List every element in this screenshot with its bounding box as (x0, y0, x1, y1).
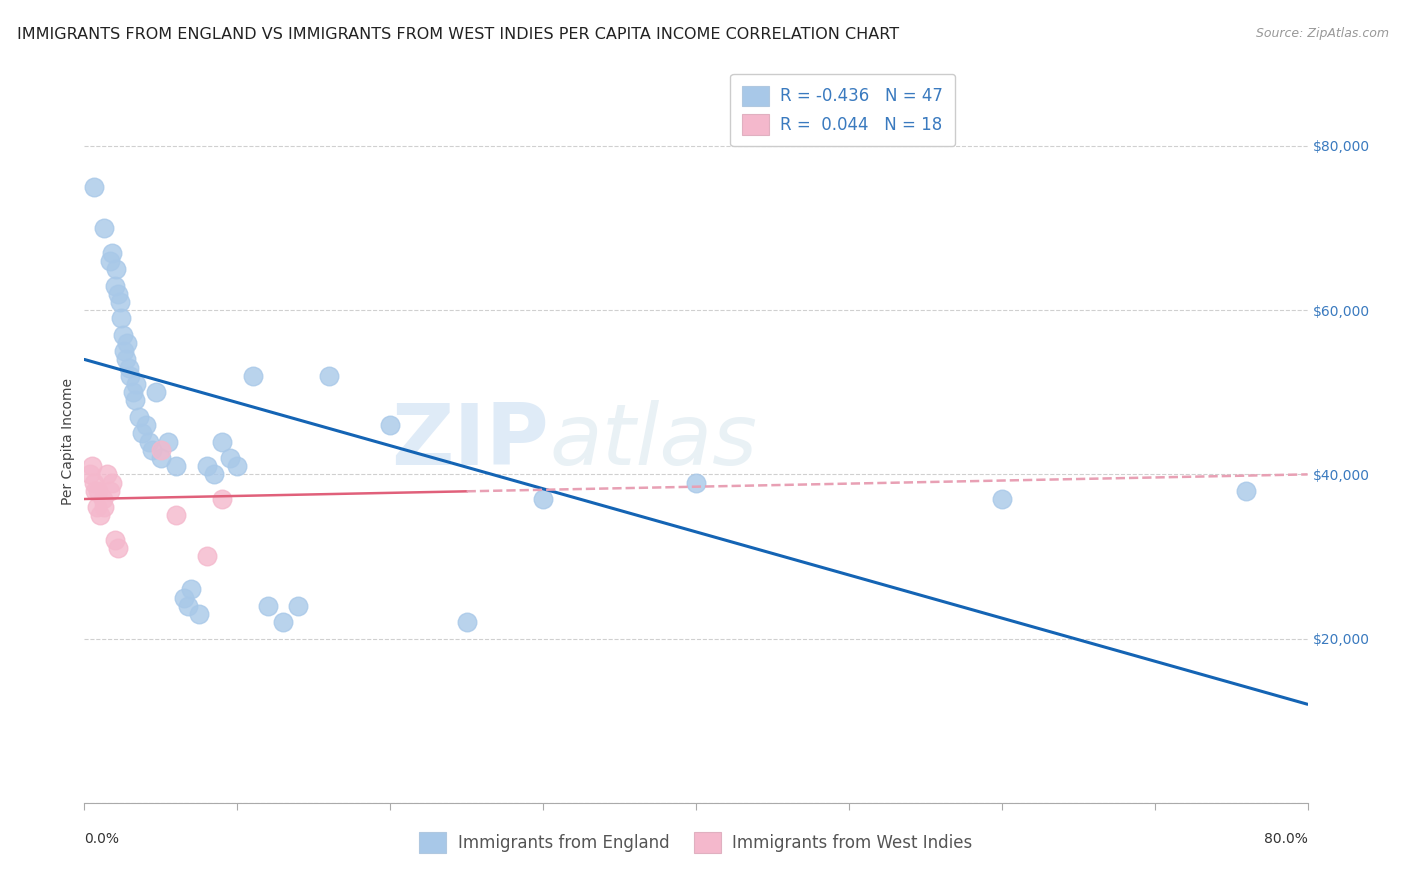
Point (141, 442, 163, 457)
Point (112, 344, 135, 359)
Text: 0.0%: 0.0% (84, 831, 120, 846)
Point (195, 549, 218, 564)
Point (685, 475, 707, 490)
Point (226, 459, 249, 474)
Point (111, 327, 134, 342)
Point (202, 467, 225, 482)
Point (135, 418, 157, 433)
Point (195, 459, 218, 474)
Point (83, 475, 105, 490)
Legend: Immigrants from England, Immigrants from West Indies: Immigrants from England, Immigrants from… (412, 826, 980, 860)
Point (108, 295, 131, 310)
Point (120, 368, 142, 383)
Point (531, 491, 554, 506)
Point (173, 591, 195, 605)
Point (165, 508, 187, 523)
Point (91, 491, 114, 506)
Point (218, 450, 240, 465)
Point (271, 615, 294, 630)
Point (79, 467, 101, 482)
Point (115, 336, 138, 351)
Point (89, 508, 111, 523)
Point (287, 599, 309, 613)
Text: IMMIGRANTS FROM ENGLAND VS IMMIGRANTS FROM WEST INDIES PER CAPITA INCOME CORRELA: IMMIGRANTS FROM ENGLAND VS IMMIGRANTS FR… (17, 27, 898, 42)
Y-axis label: Per Capita Income: Per Capita Income (62, 378, 76, 505)
Point (257, 599, 280, 613)
Point (1236, 483, 1258, 498)
Point (456, 615, 478, 630)
Point (93, 221, 115, 235)
Point (110, 311, 132, 326)
Point (188, 607, 211, 621)
Point (157, 434, 180, 449)
Point (107, 541, 129, 556)
Point (83, 180, 105, 194)
Text: 80.0%: 80.0% (1264, 831, 1308, 846)
Point (149, 450, 172, 465)
Point (211, 491, 233, 506)
Point (101, 245, 124, 260)
Point (991, 491, 1014, 506)
Point (149, 442, 172, 457)
Point (101, 475, 124, 490)
Point (98, 253, 121, 268)
Text: ZIP: ZIP (391, 400, 550, 483)
Point (107, 286, 129, 301)
Point (84, 483, 107, 498)
Point (145, 385, 167, 400)
Point (105, 262, 128, 277)
Point (122, 385, 145, 400)
Point (318, 368, 340, 383)
Point (96, 467, 118, 482)
Point (118, 360, 141, 375)
Point (87, 483, 110, 498)
Point (138, 434, 160, 449)
Point (128, 409, 150, 424)
Point (211, 434, 233, 449)
Point (242, 368, 264, 383)
Point (104, 278, 127, 293)
Point (86, 500, 108, 515)
Text: atlas: atlas (550, 400, 758, 483)
Point (380, 418, 402, 433)
Point (93, 500, 115, 515)
Point (124, 393, 146, 408)
Point (180, 582, 202, 597)
Point (80, 459, 103, 474)
Point (114, 352, 136, 367)
Point (104, 533, 127, 547)
Point (98, 483, 121, 498)
Point (177, 599, 200, 613)
Point (131, 426, 153, 441)
Point (165, 459, 187, 474)
Text: Source: ZipAtlas.com: Source: ZipAtlas.com (1256, 27, 1389, 40)
Point (125, 377, 148, 392)
